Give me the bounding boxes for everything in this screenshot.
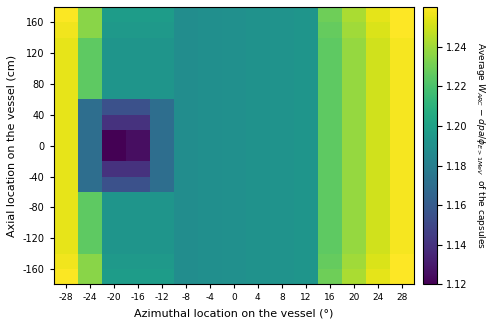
X-axis label: Azimuthal location on the vessel (°): Azimuthal location on the vessel (°) (134, 308, 334, 318)
Y-axis label: Average $W_{ARC}$ $-$ $dpa/\phi_{E>1MeV}$  of the capsules: Average $W_{ARC}$ $-$ $dpa/\phi_{E>1MeV}… (474, 42, 488, 249)
Y-axis label: Axial location on the vessel (cm): Axial location on the vessel (cm) (7, 55, 17, 237)
